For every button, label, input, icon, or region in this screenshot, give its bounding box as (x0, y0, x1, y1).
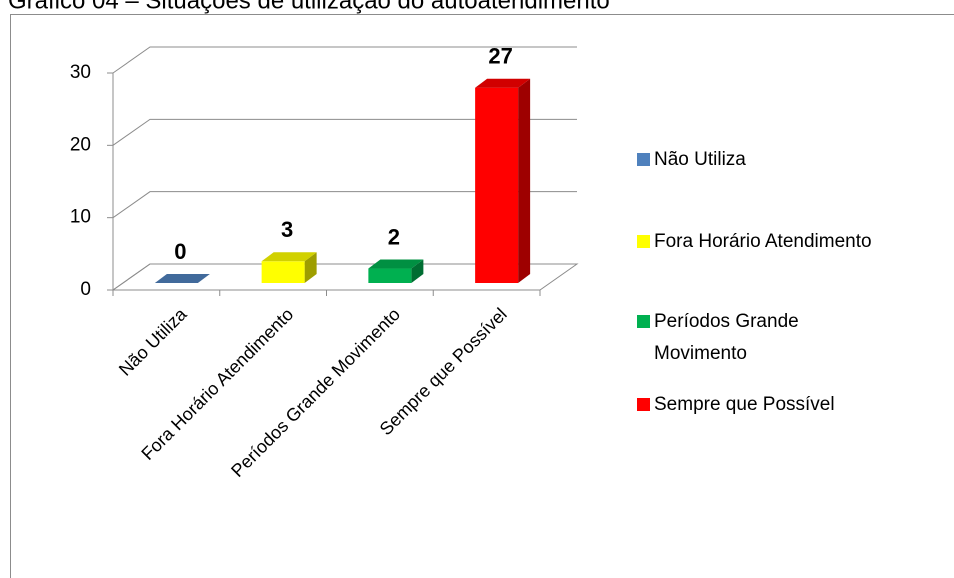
grid-line (112, 46, 577, 74)
chart-title: Gráfico 04 – Situações de utilização do … (8, 0, 610, 14)
x-tick-label: Períodos Grande Movimento (227, 304, 404, 481)
value-label: 3 (281, 217, 293, 242)
bar (368, 268, 412, 283)
value-label: 27 (488, 44, 512, 69)
legend-swatch (637, 235, 650, 248)
value-label: 2 (388, 224, 400, 249)
chart-border (10, 14, 954, 578)
legend-item: Fora Horário Atendimento (637, 226, 944, 258)
bar-side (518, 78, 531, 283)
y-tick-label: 30 (70, 62, 91, 83)
legend-label: Períodos Grande Movimento (654, 311, 799, 364)
y-tick-label: 20 (70, 134, 91, 155)
legend-item: Não Utiliza (637, 144, 944, 176)
legend: Não Utiliza Fora Horário Atendimento Perío… (637, 0, 954, 578)
bar (475, 87, 519, 283)
legend-label: Não Utiliza (654, 149, 746, 170)
bar-top (475, 78, 531, 88)
bar-top (261, 252, 317, 262)
bar-top (154, 274, 210, 283)
value-label: 0 (174, 239, 186, 264)
x-tick-label: Não Utiliza (115, 303, 191, 379)
legend-item: Períodos Grande Movimento (637, 306, 854, 370)
legend-swatch (637, 153, 650, 166)
bar-top (368, 259, 424, 269)
grid-line (112, 191, 577, 219)
legend-swatch (637, 315, 650, 328)
bar-side (304, 252, 317, 283)
legend-swatch (637, 398, 650, 411)
legend-item: Sempre que Possível (637, 389, 944, 421)
bar (261, 261, 305, 283)
y-tick-label: 0 (80, 279, 91, 300)
bar-side (411, 259, 424, 283)
grid-line (112, 118, 577, 146)
grid-line (112, 263, 577, 291)
legend-label: Fora Horário Atendimento (654, 231, 872, 252)
legend-label: Sempre que Possível (654, 394, 835, 415)
y-tick-label: 10 (70, 207, 91, 228)
